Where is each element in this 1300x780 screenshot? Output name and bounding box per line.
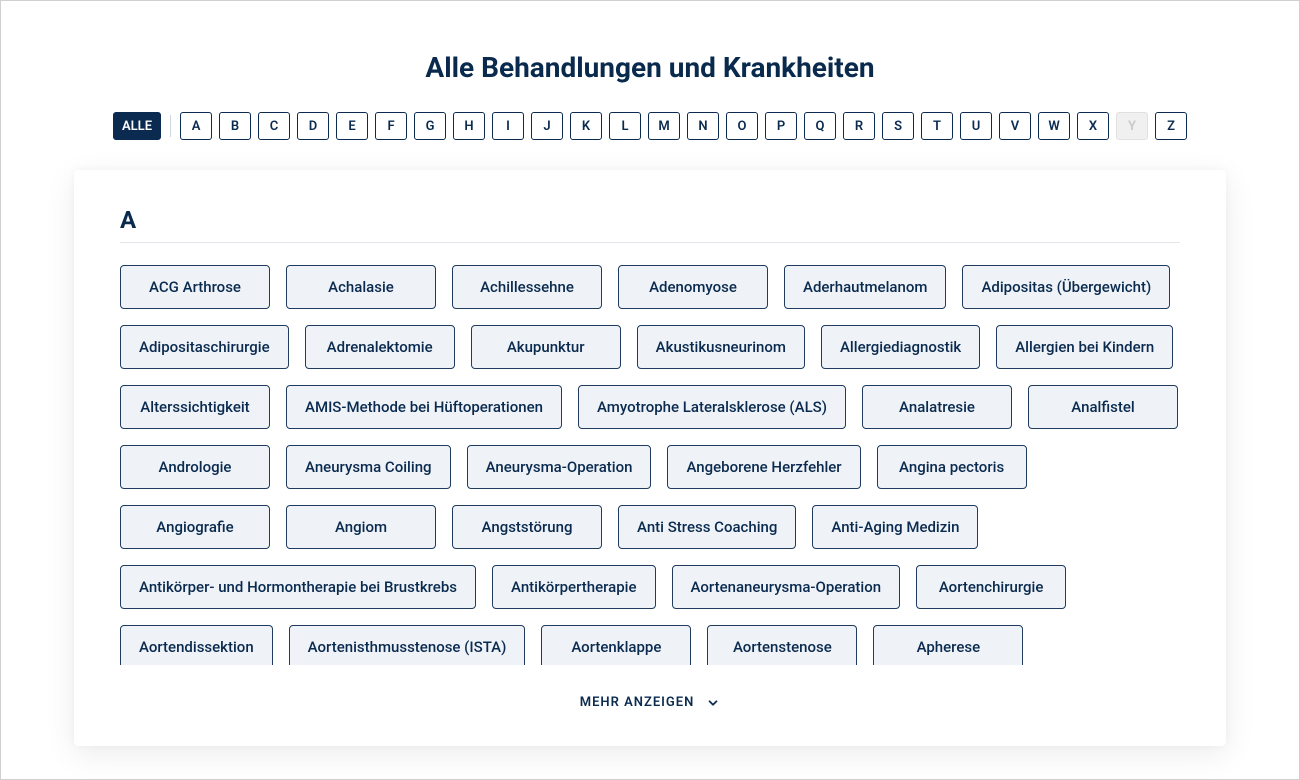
treatment-pill[interactable]: Adipositas (Übergewicht) xyxy=(962,265,1170,309)
treatment-pill[interactable]: Aortenstenose xyxy=(707,625,857,665)
alpha-filter-z[interactable]: Z xyxy=(1155,112,1187,140)
treatment-pill[interactable]: Akupunktur xyxy=(471,325,621,369)
treatment-pill[interactable]: Alterssichtigkeit xyxy=(120,385,270,429)
treatment-pill[interactable]: AMIS-Methode bei Hüftoperationen xyxy=(286,385,562,429)
treatment-pill[interactable]: Angiom xyxy=(286,505,436,549)
page-title: Alle Behandlungen und Krankheiten xyxy=(425,51,874,84)
alpha-filter-o[interactable]: O xyxy=(726,112,758,140)
treatment-pill[interactable]: Apherese xyxy=(873,625,1023,665)
treatment-pill[interactable]: Angeborene Herzfehler xyxy=(667,445,860,489)
alpha-filter-r[interactable]: R xyxy=(843,112,875,140)
treatment-pill[interactable]: Antikörpertherapie xyxy=(492,565,656,609)
treatment-pill[interactable]: Allergien bei Kindern xyxy=(996,325,1173,369)
treatment-pill[interactable]: Angststörung xyxy=(452,505,602,549)
alpha-filter-v[interactable]: V xyxy=(999,112,1031,140)
treatment-pill[interactable]: Analatresie xyxy=(862,385,1012,429)
alpha-filter-y: Y xyxy=(1116,112,1148,140)
treatment-pill[interactable]: ACG Arthrose xyxy=(120,265,270,309)
treatment-pill[interactable]: Aneurysma-Operation xyxy=(467,445,652,489)
alpha-filter-e[interactable]: E xyxy=(336,112,368,140)
treatment-pill[interactable]: Anti Stress Coaching xyxy=(618,505,796,549)
treatment-pill[interactable]: Aortenchirurgie xyxy=(916,565,1066,609)
page-container: Alle Behandlungen und Krankheiten ALLE A… xyxy=(1,1,1299,779)
treatment-pill[interactable]: Aortenisthmusstenose (ISTA) xyxy=(289,625,526,665)
treatment-pill[interactable]: Aortenklappe xyxy=(541,625,691,665)
alpha-filter-f[interactable]: F xyxy=(375,112,407,140)
alpha-filter-a[interactable]: A xyxy=(180,112,212,140)
alpha-filter-c[interactable]: C xyxy=(258,112,290,140)
alpha-filter-m[interactable]: M xyxy=(648,112,680,140)
alpha-nav: ALLE ABCDEFGHIJKLMNOPQRSTUVWXYZ xyxy=(113,112,1187,140)
alpha-filter-l[interactable]: L xyxy=(609,112,641,140)
treatment-pill[interactable]: Anti-Aging Medizin xyxy=(812,505,978,549)
treatment-pill[interactable]: Aortenaneurysma-Operation xyxy=(672,565,901,609)
treatment-pill[interactable]: Achillessehne xyxy=(452,265,602,309)
treatment-pill[interactable]: Aneurysma Coiling xyxy=(286,445,451,489)
alpha-filter-u[interactable]: U xyxy=(960,112,992,140)
treatment-pill[interactable]: Adrenalektomie xyxy=(305,325,455,369)
alpha-filter-s[interactable]: S xyxy=(882,112,914,140)
treatment-pill[interactable]: Antikörper- und Hormontherapie bei Brust… xyxy=(120,565,476,609)
alpha-filter-g[interactable]: G xyxy=(414,112,446,140)
alpha-divider xyxy=(170,115,171,137)
alpha-filter-q[interactable]: Q xyxy=(804,112,836,140)
treatment-pill[interactable]: Angiografie xyxy=(120,505,270,549)
treatment-pill[interactable]: Aderhautmelanom xyxy=(784,265,946,309)
alpha-filter-n[interactable]: N xyxy=(687,112,719,140)
treatment-pill[interactable]: Adenomyose xyxy=(618,265,768,309)
treatment-pill[interactable]: Angina pectoris xyxy=(877,445,1027,489)
treatment-pill[interactable]: Allergiediagnostik xyxy=(821,325,980,369)
treatment-pill[interactable]: Adipositaschirurgie xyxy=(120,325,289,369)
alpha-filter-b[interactable]: B xyxy=(219,112,251,140)
alpha-filter-h[interactable]: H xyxy=(453,112,485,140)
alpha-filter-p[interactable]: P xyxy=(765,112,797,140)
alpha-filter-x[interactable]: X xyxy=(1077,112,1109,140)
treatment-pill[interactable]: Andrologie xyxy=(120,445,270,489)
results-card: A ACG Arthrose Achalasie Achillessehne Aden… xyxy=(74,170,1226,746)
chevron-down-icon xyxy=(706,696,720,710)
treatment-pill[interactable]: Akustikusneurinom xyxy=(637,325,805,369)
alpha-filter-i[interactable]: I xyxy=(492,112,524,140)
treatment-pill[interactable]: Aortendissektion xyxy=(120,625,273,665)
alpha-filter-k[interactable]: K xyxy=(570,112,602,140)
alpha-filter-all[interactable]: ALLE xyxy=(113,112,161,140)
treatment-pill[interactable]: Analfistel xyxy=(1028,385,1178,429)
alpha-filter-t[interactable]: T xyxy=(921,112,953,140)
section-divider xyxy=(120,242,1180,243)
alpha-filter-w[interactable]: W xyxy=(1038,112,1070,140)
alpha-filter-j[interactable]: J xyxy=(531,112,563,140)
alpha-filter-d[interactable]: D xyxy=(297,112,329,140)
treatment-pill[interactable]: Achalasie xyxy=(286,265,436,309)
show-more-button[interactable]: MEHR ANZEIGEN xyxy=(120,695,1180,710)
treatment-pill[interactable]: Amyotrophe Lateralsklerose (ALS) xyxy=(578,385,846,429)
section-letter: A xyxy=(120,206,1180,234)
show-more-label: MEHR ANZEIGEN xyxy=(580,695,695,710)
pill-container: ACG Arthrose Achalasie Achillessehne Adenom… xyxy=(120,265,1180,665)
